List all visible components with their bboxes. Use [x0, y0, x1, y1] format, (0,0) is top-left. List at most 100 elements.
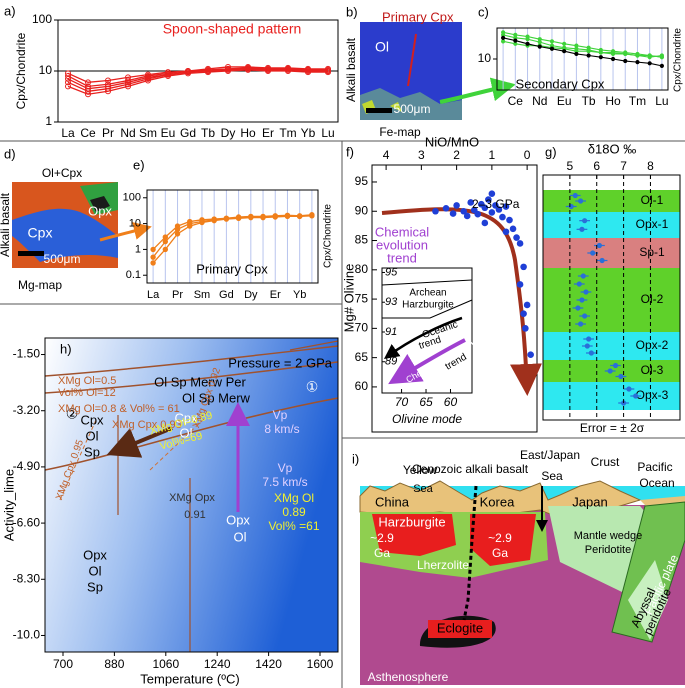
scale-bar — [18, 251, 44, 256]
band-label: Opx-2 — [636, 338, 669, 352]
point — [610, 51, 616, 57]
diagram-label: Korea — [480, 494, 515, 509]
image-label: Mg-map — [18, 278, 62, 292]
point — [598, 50, 603, 55]
point — [502, 228, 510, 236]
y-tick-label: 90 — [355, 203, 369, 217]
y-tick-label: 80 — [355, 262, 369, 276]
x-axis-label: Olivine mode — [392, 412, 462, 426]
point — [488, 209, 496, 216]
point — [537, 40, 542, 45]
point — [596, 242, 603, 249]
x-tick-label: Ho — [240, 126, 256, 140]
note: Error = ± 2σ — [580, 421, 645, 435]
band — [543, 238, 680, 268]
y-axis-label: Mg# Olivine — [341, 264, 356, 333]
inset-label: Archean — [409, 288, 446, 299]
y-tick-label: 70 — [355, 321, 369, 335]
annotation: 7.5 km/s — [262, 475, 307, 489]
inset-label: Harzburgite — [402, 300, 454, 311]
x-tick-label: Pr — [172, 289, 183, 301]
x-tick-label: 2 — [453, 148, 460, 162]
point — [586, 53, 591, 58]
point — [635, 53, 640, 58]
point — [260, 213, 266, 220]
chart-title: Spoon-shaped pattern — [163, 21, 302, 37]
point — [575, 305, 581, 311]
y-tick-label: 65 — [355, 350, 369, 364]
series-line — [67, 69, 328, 95]
annotation: Ol — [86, 428, 99, 443]
x-axis-label: Temperature (ºC) — [140, 671, 239, 686]
point — [580, 273, 586, 279]
point — [65, 79, 71, 86]
annotation: XMg Cpx 0.93 — [112, 419, 182, 431]
point — [65, 72, 71, 79]
annotation: Vp — [278, 461, 293, 475]
point — [325, 65, 331, 72]
point — [509, 225, 517, 233]
diagram-label: Harzburgite — [378, 514, 445, 529]
point — [245, 65, 251, 72]
diagram-label: East/Japan — [520, 448, 580, 462]
y-axis-label: Activity_lime — [1, 469, 16, 541]
annotation: Ol — [89, 563, 102, 578]
point — [659, 53, 664, 58]
x-tick-label: Tb — [582, 94, 596, 108]
panel-label: f) — [346, 144, 354, 159]
diagram-label: Lherzolite — [417, 558, 469, 572]
point — [305, 66, 311, 73]
point — [562, 49, 567, 54]
y-tick-label: 1 — [45, 114, 52, 128]
diagram-label: Sea — [541, 469, 563, 483]
diagram-label: Pacific — [637, 460, 672, 474]
annotation: ① — [306, 379, 319, 395]
x-tick-label: La — [147, 289, 160, 301]
y-axis-label: Cpx/Chondrite — [673, 28, 684, 92]
diagram-label: China — [375, 494, 410, 509]
point — [501, 39, 506, 44]
annotation: Chemical — [375, 224, 429, 239]
point — [85, 79, 91, 86]
y-tick-label: -1.50 — [13, 347, 41, 361]
diagram-label: ~2.9 — [488, 531, 512, 545]
y-tick-label: 100 — [123, 192, 141, 204]
x-tick-label: Nd — [532, 94, 547, 108]
y-tick-label: -4.90 — [13, 459, 41, 473]
point — [647, 55, 652, 60]
band-label: Sp-1 — [639, 245, 665, 259]
point — [579, 297, 585, 303]
annotation: Ol — [234, 529, 247, 544]
point — [576, 281, 582, 287]
harzburgite — [470, 514, 536, 566]
annotation: Opx — [83, 547, 107, 562]
x-tick-label: Ce — [80, 126, 96, 140]
annotation: Ol — [180, 425, 193, 440]
point — [549, 39, 555, 44]
point — [187, 218, 193, 225]
point — [285, 65, 291, 72]
x-tick-label: 1600 — [307, 657, 334, 671]
point — [549, 46, 555, 51]
band-label: Ol-3 — [641, 363, 664, 377]
x-tick-label: Ho — [605, 94, 621, 108]
x-tick-label: 6 — [593, 159, 600, 173]
annotation: Ol Sp Merw Per — [154, 374, 246, 389]
annotation: 0.89 — [282, 505, 306, 519]
plot-frame — [371, 164, 538, 433]
image-label: Cpx — [28, 225, 53, 241]
point — [162, 238, 169, 245]
point — [467, 199, 475, 206]
point — [572, 192, 578, 199]
image-label: Ol — [375, 39, 389, 55]
x-tick-label: Dy — [221, 126, 236, 140]
point — [513, 38, 518, 43]
y-axis-label: Cpx/Chondrite — [14, 32, 28, 109]
point — [105, 85, 111, 92]
field-line — [381, 279, 473, 319]
point — [522, 325, 529, 332]
diagram-label: Eclogite — [437, 620, 483, 635]
diagram-label: Mantle wedge — [574, 530, 643, 542]
x-tick-label: Lu — [655, 94, 668, 108]
point — [272, 213, 278, 219]
